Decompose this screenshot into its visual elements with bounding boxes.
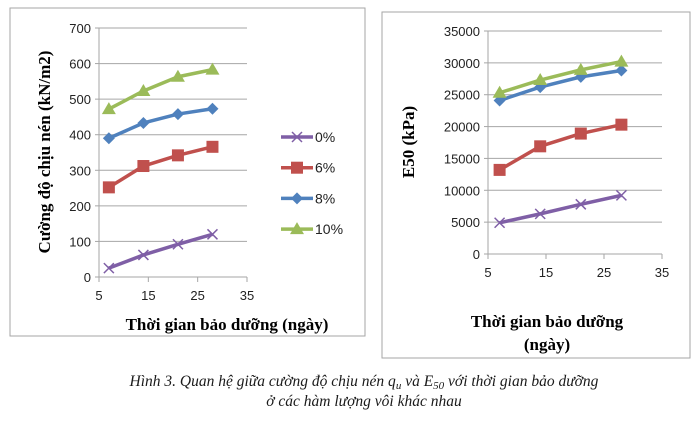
legend-marker: [290, 222, 304, 235]
data-point: [206, 140, 219, 153]
y-tick-label: 35000: [444, 24, 480, 39]
data-point: [205, 62, 220, 75]
x-tick-label: 15: [539, 265, 553, 280]
data-point: [615, 64, 628, 77]
legend-label: 0%: [315, 129, 335, 145]
y-tick-label: 300: [69, 163, 91, 178]
y-tick-label: 5000: [451, 215, 480, 230]
data-point: [171, 108, 184, 121]
y-tick-label: 0: [84, 270, 91, 285]
data-point: [533, 73, 548, 86]
data-point: [101, 102, 116, 115]
x-tick-label: 25: [597, 265, 611, 280]
data-point: [573, 62, 588, 75]
data-point: [137, 249, 149, 261]
series-line-1: [498, 122, 622, 172]
y-axis-title-left: Cường độ chịu nén (kN/m2): [35, 51, 54, 254]
series-line-10%: [108, 67, 213, 111]
series-line-3: [499, 59, 622, 95]
y-axis-title-right: E50 (kPa): [399, 106, 418, 178]
data-point: [136, 83, 151, 96]
data-point: [575, 198, 587, 210]
data-point: [172, 238, 184, 250]
legend-marker: [291, 192, 303, 205]
data-point: [137, 116, 150, 129]
y-tick-label: 600: [69, 57, 91, 72]
data-point: [102, 132, 115, 145]
x-tick-label: 35: [655, 265, 669, 280]
data-point: [615, 118, 628, 131]
legend-marker: [291, 131, 303, 143]
data-point: [171, 149, 184, 162]
y-tick-label: 20000: [444, 120, 480, 135]
y-tick-label: 500: [69, 92, 91, 107]
data-point: [614, 54, 629, 67]
data-point: [493, 163, 506, 176]
legend-label: 10%: [315, 221, 343, 237]
data-point: [492, 85, 507, 98]
legend-item: 8%: [281, 190, 335, 206]
legend-item: 10%: [281, 221, 343, 237]
x-axis-title-right-line2: (ngày): [524, 335, 570, 354]
x-axis-title-left: Thời gian bảo dưỡng (ngày): [126, 315, 329, 334]
caption-line1: Hình 3. Quan hệ giữa cường độ chịu nén q…: [129, 373, 599, 392]
chart-left-frame: [9, 7, 366, 337]
y-tick-label: 400: [69, 128, 91, 143]
x-tick-label: 5: [95, 288, 102, 303]
data-point: [103, 262, 115, 274]
y-tick-label: 10000: [444, 183, 480, 198]
data-point: [574, 127, 587, 140]
x-tick-label: 25: [190, 288, 204, 303]
x-tick-label: 15: [141, 288, 155, 303]
legend-item: 0%: [281, 129, 335, 145]
y-tick-label: 25000: [444, 88, 480, 103]
data-point: [534, 140, 547, 153]
x-tick-label: 5: [484, 265, 491, 280]
data-point: [615, 189, 627, 201]
y-tick-label: 700: [69, 21, 91, 36]
series-line-2: [499, 68, 622, 103]
legend-item: 6%: [281, 160, 335, 176]
y-tick-label: 30000: [444, 56, 480, 71]
data-point: [137, 160, 150, 173]
y-tick-label: 200: [69, 199, 91, 214]
data-point: [170, 69, 185, 82]
data-point: [534, 208, 546, 220]
y-tick-label: 0: [473, 247, 480, 262]
caption-line2: ở các hàm lượng vôi khác nhau: [266, 393, 462, 410]
data-point: [102, 181, 115, 194]
y-tick-label: 100: [69, 234, 91, 249]
series-line-0: [499, 193, 622, 225]
series-line-6%: [107, 145, 213, 189]
legend-marker: [291, 161, 303, 174]
x-axis-title-right-line1: Thời gian bảo dưỡng: [471, 312, 624, 331]
data-point: [206, 228, 218, 240]
x-tick-label: 35: [240, 288, 254, 303]
data-point: [494, 217, 506, 229]
chart-right-frame: [381, 11, 691, 359]
chart-compressive-strength: 0 100 200 300 400 500 600 700 5 15 25 35 0% 6% 8% 10%: [69, 21, 343, 303]
legend-label: 8%: [315, 190, 335, 206]
series-line-0%: [108, 232, 213, 270]
data-point: [206, 102, 219, 115]
y-tick-label: 15000: [444, 151, 480, 166]
series-line-8%: [108, 107, 213, 140]
legend-label: 6%: [315, 160, 335, 176]
chart-e50: 0 5000 10000 15000 20000 25000 30000 35000 5 15 25…: [444, 24, 669, 280]
